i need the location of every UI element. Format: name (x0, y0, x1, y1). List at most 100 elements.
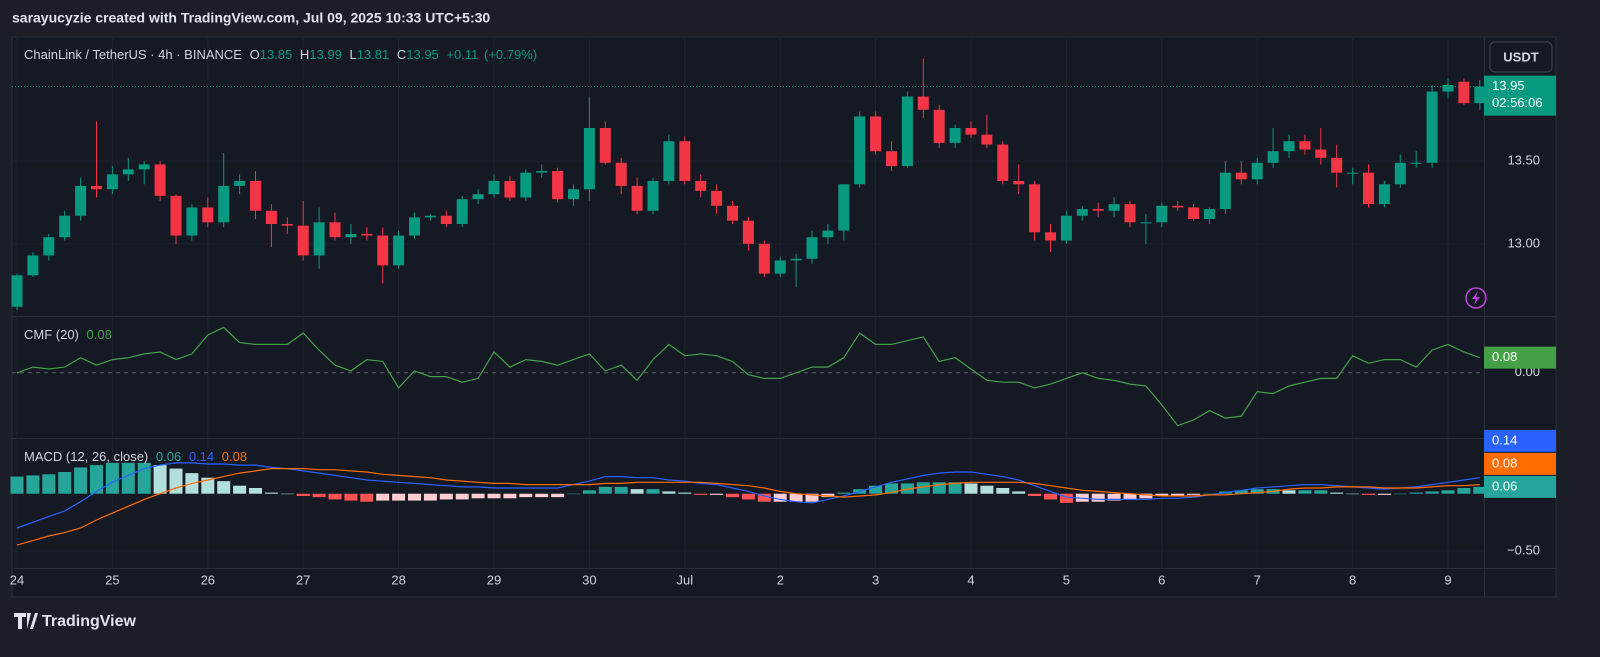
histogram-bar (1409, 492, 1423, 494)
candle-body (1442, 84, 1454, 92)
histogram-bar (1250, 489, 1264, 494)
hist-value: 0.06 (156, 449, 181, 464)
histogram-bar (217, 481, 231, 494)
x-tick-label: 9 (1444, 572, 1451, 587)
x-tick-label: 3 (872, 572, 879, 587)
ohlc-value: 13.81 (357, 47, 390, 62)
candle-body (1188, 207, 1200, 220)
histogram-bar (392, 493, 406, 501)
histogram-bar (726, 493, 739, 498)
candle-body (1124, 204, 1136, 223)
candle-body (170, 195, 182, 236)
candle-body (43, 237, 55, 256)
macd-axis-label-box (1484, 452, 1556, 475)
histogram-bar (1425, 491, 1439, 494)
candle-body (1235, 172, 1247, 180)
candle-body (568, 189, 579, 200)
histogram-bar (1473, 486, 1487, 494)
histogram-bar (614, 486, 628, 494)
histogram-bar (376, 493, 390, 501)
candle-body (11, 275, 23, 307)
brand-logo (14, 613, 38, 629)
x-tick-label: 8 (1349, 572, 1356, 587)
histogram-bar (1377, 493, 1391, 495)
candle-body (822, 230, 834, 238)
histogram-bar (1044, 493, 1057, 500)
last-price-box (1484, 75, 1556, 116)
x-tick-label: 27 (296, 572, 310, 587)
candle-body (154, 164, 166, 196)
histogram-bar (439, 493, 453, 500)
ohlc-label: O (250, 47, 260, 62)
alert-icon[interactable] (1465, 287, 1487, 309)
histogram-bar (121, 462, 135, 494)
candle-body (456, 199, 468, 224)
histogram-bar (694, 493, 708, 495)
candle-body (615, 162, 627, 186)
candle-body (1394, 162, 1406, 185)
histogram-bar (312, 493, 326, 498)
histogram-bar (980, 485, 994, 494)
candle-body (1092, 209, 1104, 211)
candle-body (1347, 172, 1359, 174)
header: sarayucyzie created with TradingView.com… (12, 10, 490, 26)
macd-axis-label-box (1484, 475, 1556, 498)
currency-button-label[interactable]: USDT (1503, 49, 1538, 64)
candle-body (679, 141, 691, 181)
candle-body (234, 180, 246, 186)
histogram-bar (296, 493, 310, 496)
candle-body (901, 96, 913, 167)
candle-body (1013, 180, 1025, 185)
candle-body (727, 205, 738, 221)
candle-body (1426, 91, 1438, 163)
candle-body (472, 194, 484, 200)
candle-body (488, 180, 500, 195)
histogram-bar (280, 493, 294, 495)
histogram-bar (26, 475, 40, 494)
histogram-bar (423, 493, 437, 501)
change: +0.11 (446, 47, 478, 62)
y-tick-label: 13.50 (1507, 153, 1540, 168)
candle-body (536, 171, 548, 173)
plot: 24 25 26 27 28 29 30 Jul 2 3 4 5 6 7 8 913.0013.500.00−… (10, 37, 1556, 587)
candle-body (997, 144, 1009, 181)
histogram-bar (1298, 490, 1312, 494)
candle-body (758, 243, 770, 274)
candle-body (265, 210, 277, 224)
candle-body (1251, 162, 1263, 180)
x-tick-label: 30 (582, 572, 596, 587)
candle-body (663, 141, 675, 181)
histogram-bar (598, 486, 612, 494)
ohlc-value: 13.99 (309, 47, 342, 62)
histogram-bar (805, 493, 819, 502)
candle-body (711, 190, 723, 206)
ohlc-label: H (300, 47, 309, 62)
macd-line (16, 462, 1480, 529)
cmf-value: 0.08 (87, 327, 112, 342)
candle-body (1267, 151, 1279, 163)
candle-body (1363, 172, 1374, 205)
histogram-bar (344, 493, 358, 501)
histogram-bar (1234, 490, 1248, 494)
histogram-bar (996, 488, 1010, 494)
x-tick-label: 2 (777, 572, 784, 587)
candle-body (297, 225, 309, 256)
macd-title: MACD (12, 26, close) (24, 449, 148, 464)
macd-axis-label-box (1484, 429, 1556, 452)
histogram-bar (1028, 493, 1042, 496)
currency-button[interactable] (1489, 41, 1553, 73)
histogram-bar (1059, 493, 1073, 503)
candle-body (424, 215, 436, 218)
candle-body (91, 185, 102, 190)
cmf-legend: CMF (20) 0.08 (24, 327, 112, 342)
histogram-bar (646, 489, 660, 494)
histogram-bar (58, 472, 72, 494)
histogram-bar (1314, 490, 1328, 494)
ohlc-label: L (349, 47, 356, 62)
x-tick-label: Jul (676, 572, 693, 587)
histogram-bar (837, 492, 851, 494)
x-tick-label: 4 (967, 572, 974, 587)
candle-body (1076, 209, 1088, 216)
histogram-bar (1203, 493, 1216, 495)
histogram-bar (1171, 493, 1185, 496)
